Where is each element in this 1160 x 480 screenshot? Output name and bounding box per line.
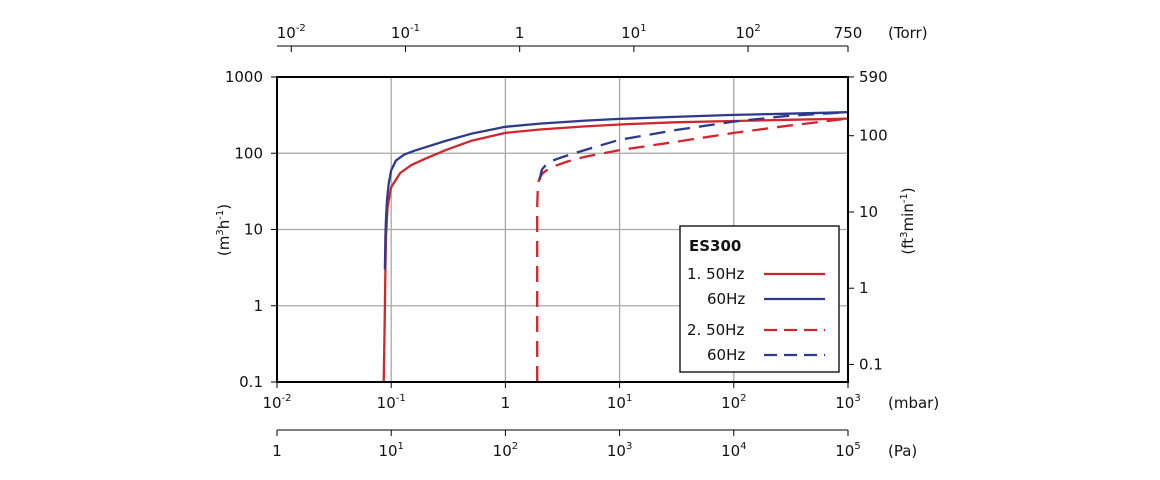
y-axis-left: 0.1 1 10 100 1000 (m3h-1) xyxy=(215,68,277,391)
y-tick-label-left: 0.1 xyxy=(239,373,263,391)
series-line-2 xyxy=(383,111,849,270)
x-axis-pa: 1 101 102 103 104 105 (Pa) xyxy=(272,429,917,460)
x-tick-label-pa: 102 xyxy=(493,441,518,460)
y-tick-label-left: 100 xyxy=(234,144,263,162)
x-tick-label-pa: 104 xyxy=(721,441,746,460)
y-tick-label-right: 0.1 xyxy=(859,355,883,373)
x-tick-label-torr: 10-2 xyxy=(277,23,306,42)
x-axis-unit-mbar: (mbar) xyxy=(888,394,939,412)
y-axis-label-right: (ft3min-1) xyxy=(899,187,917,254)
y-axis-label-left: (m3h-1) xyxy=(215,204,233,256)
x-tick-label-mbar: 103 xyxy=(835,393,860,412)
x-tick-label-torr: 101 xyxy=(621,23,646,42)
y-tick-label-left: 1 xyxy=(253,297,263,315)
legend-title: ES300 xyxy=(689,237,741,255)
series-group xyxy=(382,111,849,383)
legend-label: 2. 50Hz xyxy=(687,321,744,339)
x-tick-label-mbar: 1 xyxy=(501,394,511,412)
x-tick-label-torr: 102 xyxy=(735,23,760,42)
y-tick-label-right: 10 xyxy=(859,203,878,221)
x-tick-label-pa: 103 xyxy=(607,441,632,460)
series-line-3 xyxy=(536,117,849,382)
x-tick-label-torr: 750 xyxy=(834,24,863,42)
legend-label: 60Hz xyxy=(707,290,745,308)
x-tick-label-pa: 101 xyxy=(378,441,403,460)
x-tick-label-torr: 10-1 xyxy=(391,23,420,42)
legend-label: 1. 50Hz xyxy=(687,265,744,283)
x-axis-torr: 10-2 10-1 1 101 102 750 (Torr) xyxy=(277,23,928,52)
x-tick-label-mbar: 10-2 xyxy=(262,393,291,412)
legend: ES300 1. 50Hz 60Hz 2. 50Hz 60Hz xyxy=(679,225,840,373)
x-tick-label-mbar: 102 xyxy=(721,393,746,412)
y-axis-right: 0.1 1 10 100 590 (ft3min-1) xyxy=(848,68,917,373)
y-tick-label-right: 100 xyxy=(859,127,888,145)
x-tick-label-mbar: 10-1 xyxy=(377,393,406,412)
x-axis-unit-torr: (Torr) xyxy=(888,24,928,42)
y-tick-label-left: 1000 xyxy=(225,68,263,86)
x-tick-label-torr: 1 xyxy=(515,24,525,42)
y-tick-label-right: 590 xyxy=(859,68,888,86)
series-line-4 xyxy=(538,111,849,180)
x-axis-unit-pa: (Pa) xyxy=(888,442,917,460)
legend-label: 60Hz xyxy=(707,346,745,364)
y-tick-label-right: 1 xyxy=(859,279,869,297)
x-axis-mbar: 10-2 10-1 1 101 102 103 (mbar) xyxy=(262,382,939,412)
x-tick-label-pa: 105 xyxy=(835,441,860,460)
y-tick-label-left: 10 xyxy=(244,221,263,239)
x-tick-label-mbar: 101 xyxy=(607,393,632,412)
x-tick-label-pa: 1 xyxy=(272,442,282,460)
